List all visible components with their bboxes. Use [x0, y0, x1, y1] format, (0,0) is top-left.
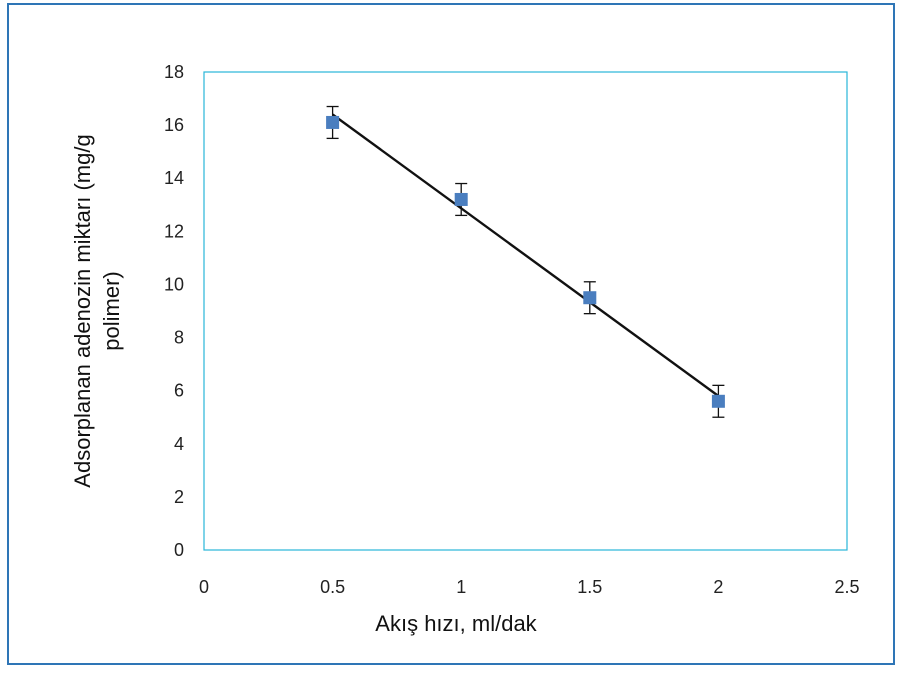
data-points [326, 115, 725, 408]
x-axis-ticks: 0 0.5 1 1.5 2 2.5 [199, 577, 860, 597]
data-point [711, 394, 725, 408]
x-tick-label: 1.5 [577, 577, 602, 597]
x-tick-label: 2.5 [834, 577, 859, 597]
y-tick-label: 16 [164, 115, 184, 135]
x-tick-label: 0 [199, 577, 209, 597]
x-tick-label: 0.5 [320, 577, 345, 597]
y-axis-title: Adsorplanan adenozin miktarı (mg/g polim… [70, 134, 124, 487]
data-point [326, 115, 340, 129]
plot-area [203, 71, 848, 551]
data-point [454, 192, 468, 206]
y-tick-label: 6 [174, 381, 184, 401]
chart-frame: 0 0.5 1 1.5 2 2.5 0 2 4 6 8 10 12 14 16 18 Akış hızı, … [7, 3, 895, 665]
y-tick-label: 14 [164, 168, 184, 188]
y-tick-label: 12 [164, 221, 184, 241]
y-tick-label: 0 [174, 540, 184, 560]
x-axis-title: Akış hızı, ml/dak [375, 611, 537, 636]
y-tick-label: 8 [174, 328, 184, 348]
y-tick-label: 2 [174, 487, 184, 507]
data-point [583, 291, 597, 305]
y-axis-title-line-2: polimer) [99, 271, 124, 350]
x-tick-label: 2 [713, 577, 723, 597]
y-tick-label: 10 [164, 274, 184, 294]
y-axis-ticks: 0 2 4 6 8 10 12 14 16 18 [164, 62, 184, 560]
scatter-chart: 0 0.5 1 1.5 2 2.5 0 2 4 6 8 10 12 14 16 18 Akış hızı, … [70, 62, 860, 636]
trendline [331, 113, 720, 397]
trendline-group [331, 113, 720, 397]
y-tick-label: 4 [174, 434, 184, 454]
y-tick-label: 18 [164, 62, 184, 82]
x-tick-label: 1 [456, 577, 466, 597]
y-axis-title-line-1: Adsorplanan adenozin miktarı (mg/g [70, 134, 95, 487]
